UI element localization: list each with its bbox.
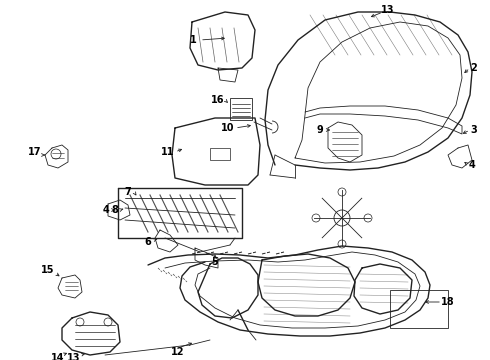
Text: 1: 1: [190, 35, 196, 45]
Text: 18: 18: [441, 297, 455, 307]
Text: 12: 12: [171, 347, 185, 357]
Text: 5: 5: [212, 257, 219, 267]
Text: 4: 4: [102, 205, 109, 215]
Bar: [390, 290, 448, 328]
Text: 17: 17: [28, 147, 42, 157]
Text: 15: 15: [41, 265, 55, 275]
Text: 8: 8: [112, 205, 119, 215]
Text: 11: 11: [161, 147, 175, 157]
Text: 2: 2: [470, 63, 477, 73]
Text: 16: 16: [211, 95, 225, 105]
Bar: [210, 148, 230, 160]
Text: 13: 13: [67, 353, 81, 360]
Text: 3: 3: [470, 125, 477, 135]
Bar: [230, 98, 252, 120]
Text: 13: 13: [381, 5, 395, 15]
Text: 4: 4: [468, 160, 475, 170]
Text: 10: 10: [221, 123, 235, 133]
Text: 14: 14: [51, 353, 65, 360]
Text: 7: 7: [124, 187, 131, 197]
Text: 9: 9: [317, 125, 323, 135]
Text: 6: 6: [145, 237, 151, 247]
